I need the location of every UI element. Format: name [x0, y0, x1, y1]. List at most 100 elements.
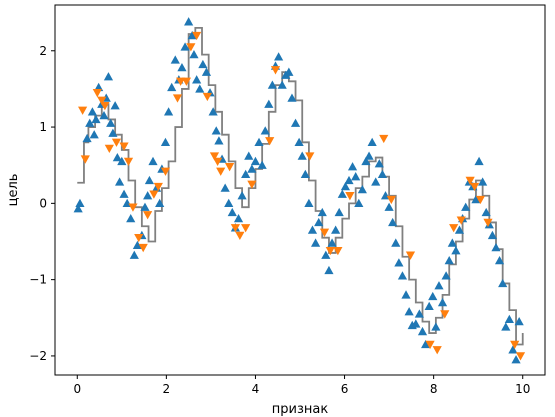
train-point — [250, 156, 261, 166]
x-tick-label: 0 — [73, 382, 81, 396]
test-point — [483, 218, 493, 228]
train-point — [155, 198, 165, 208]
train-point — [73, 204, 83, 213]
train-point — [167, 82, 177, 92]
test-point — [333, 246, 343, 256]
test-point — [80, 155, 90, 164]
train-point — [220, 183, 230, 192]
train-point — [361, 156, 371, 166]
train-point — [344, 175, 354, 185]
train-point — [208, 107, 218, 116]
train-point — [177, 62, 187, 72]
train-point — [364, 151, 374, 160]
train-point — [260, 126, 270, 135]
train-point — [112, 152, 122, 162]
test-point — [202, 92, 212, 102]
train-point — [508, 345, 518, 354]
y-tick-label: −1 — [29, 273, 47, 287]
train-point — [451, 246, 461, 255]
test-point — [325, 246, 335, 256]
train-point — [89, 130, 99, 139]
train-point — [428, 291, 438, 301]
plot-area — [73, 17, 526, 364]
x-tick-label: 2 — [163, 382, 171, 396]
x-tick-label: 8 — [430, 382, 438, 396]
train-point — [224, 198, 234, 208]
train-point — [198, 59, 208, 69]
train-point — [414, 309, 424, 318]
test-point — [470, 182, 480, 192]
test-point — [153, 182, 163, 192]
train-point — [471, 194, 481, 204]
train-point — [310, 238, 321, 247]
train-point — [99, 111, 109, 120]
test-point — [119, 142, 129, 151]
test-point — [216, 167, 226, 176]
test-point — [138, 243, 148, 253]
train-point — [478, 177, 488, 186]
train-point — [374, 159, 384, 168]
test-point — [192, 31, 202, 41]
train-point — [391, 238, 401, 247]
train-point — [277, 80, 287, 89]
train-point — [211, 126, 221, 135]
train-point — [85, 118, 95, 127]
train-point — [401, 290, 411, 299]
train-point — [129, 250, 139, 259]
train-point — [437, 297, 448, 307]
test-point — [241, 224, 251, 233]
y-axis-label: цель — [6, 174, 21, 207]
train-point — [417, 326, 428, 336]
train-point — [454, 225, 465, 234]
train-point — [257, 160, 267, 169]
train-point — [367, 137, 377, 146]
y-tick-label: 0 — [39, 196, 47, 210]
train-point — [214, 136, 224, 145]
test-point — [97, 96, 107, 105]
train-point — [170, 55, 180, 64]
train-point — [397, 271, 408, 280]
train-point — [431, 322, 441, 331]
train-point — [491, 242, 501, 252]
test-point — [345, 192, 355, 201]
y-tick-label: 2 — [39, 44, 47, 58]
train-point — [237, 191, 247, 200]
train-point — [461, 202, 471, 211]
train-point — [487, 230, 498, 240]
test-point — [212, 157, 223, 166]
train-point — [94, 82, 104, 92]
test-point — [510, 340, 520, 350]
axes: 0 2 4 6 8 10 −2 −1 0 1 2 признак цель — [6, 4, 546, 417]
train-point — [434, 281, 444, 290]
train-point — [321, 250, 331, 259]
train-point — [284, 67, 294, 76]
train-point — [267, 80, 277, 89]
train-point — [424, 301, 434, 311]
test-point — [104, 144, 114, 154]
test-point — [181, 77, 192, 86]
train-point — [119, 189, 129, 198]
train-point — [184, 17, 194, 26]
train-point — [247, 164, 257, 173]
train-point — [103, 72, 114, 81]
test-point — [475, 195, 486, 205]
train-point — [192, 75, 202, 84]
train-point — [143, 191, 153, 200]
train-point — [441, 271, 451, 280]
train-point — [227, 207, 237, 217]
train-point — [290, 118, 301, 127]
train-point — [201, 67, 212, 76]
y-tick-label: 1 — [39, 120, 47, 134]
train-point — [300, 169, 310, 179]
train-point — [189, 49, 199, 59]
test-point — [319, 228, 330, 237]
y-axis-ticks: −2 −1 0 1 2 — [29, 44, 55, 363]
y-tick-label: −2 — [29, 349, 47, 363]
test-point — [134, 234, 144, 243]
train-point — [354, 198, 364, 208]
train-point — [114, 177, 125, 186]
train-point — [377, 169, 388, 179]
test-point — [172, 94, 183, 103]
axes-frame — [54, 4, 546, 376]
test-point — [160, 167, 171, 176]
